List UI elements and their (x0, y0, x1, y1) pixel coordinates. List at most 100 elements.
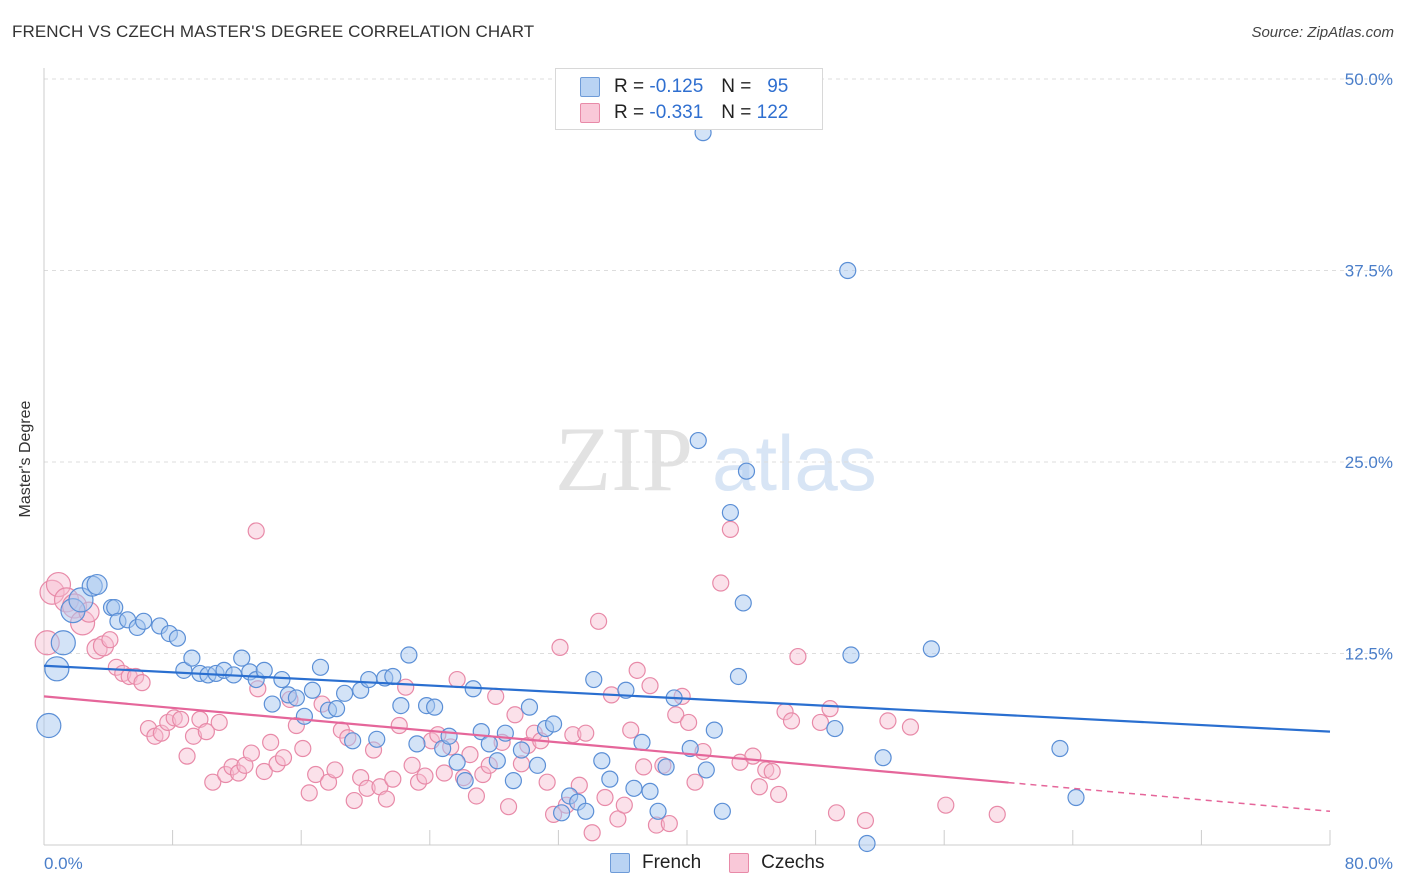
czechs-point (782, 712, 801, 730)
czechs-point (223, 758, 241, 776)
french-point (922, 640, 940, 658)
french-point (295, 707, 314, 725)
french-point (384, 667, 402, 686)
french-point (874, 749, 892, 767)
czechs-point (988, 805, 1006, 823)
legend: R = -0.125 N = 95 R = -0.331 N = 122 (555, 68, 823, 130)
french-point (392, 696, 410, 715)
french-point (273, 670, 291, 689)
czechs-point (274, 749, 293, 767)
czechs-point (474, 765, 492, 784)
czechs-point (583, 824, 601, 842)
chart-source: Source: ZipAtlas.com (1251, 24, 1394, 41)
bottom-legend-swatch-czechs (729, 853, 750, 873)
bottom-legend-czechs: Czechs (729, 852, 825, 874)
y-tick-label-1: 25.0% (1345, 453, 1393, 472)
legend-row-czechs: R = -0.331 N = 122 (580, 101, 788, 125)
czechs-point (390, 716, 408, 735)
french-point (368, 730, 386, 748)
legend-r-label: R = (614, 102, 645, 123)
french-point (36, 712, 62, 739)
czechs-trend-line-extrapolated (1008, 781, 1331, 813)
czechs-point (352, 768, 370, 787)
czechs-point (622, 721, 640, 739)
czechs-point (165, 709, 183, 727)
legend-row-french: R = -0.125 N = 95 (580, 75, 788, 99)
czechs-point (538, 773, 556, 791)
watermark: ZIP atlas (555, 408, 877, 510)
czechs-point (416, 767, 434, 785)
french-point (255, 661, 273, 679)
czechs-point (300, 784, 318, 802)
french-point (721, 503, 740, 522)
czechs-point (467, 787, 486, 805)
french-point (649, 802, 667, 820)
y-axis-label: Master's Degree (17, 400, 34, 518)
legend-r-label: R = (614, 76, 645, 97)
czechs-point (628, 661, 646, 679)
french-point (175, 661, 193, 679)
legend-swatch-french (580, 77, 600, 97)
x-tick-label-1: 80.0% (1345, 854, 1393, 873)
czechs-point (461, 746, 479, 764)
french-point (577, 802, 595, 820)
legend-n-value-french: 95 (767, 76, 789, 97)
czechs-point (680, 713, 698, 732)
czechs-point (901, 718, 920, 736)
czechs-point (403, 756, 421, 774)
czechs-point (721, 520, 740, 539)
czechs-point (570, 776, 588, 794)
czechs-point (686, 773, 704, 791)
czechs-point (409, 773, 428, 791)
french-point (408, 735, 426, 753)
czechs-point (384, 770, 402, 788)
czechs-point (487, 687, 505, 705)
legend-r-value-czechs: -0.331 (649, 102, 704, 123)
french-point (50, 630, 76, 656)
czechs-point (615, 796, 633, 814)
french-point (734, 594, 752, 612)
gridlines (44, 78, 1392, 654)
french-trend-line (43, 664, 1331, 733)
french-point (488, 752, 506, 770)
french-point (681, 739, 699, 758)
french-point (858, 834, 876, 853)
czechs-point (856, 811, 875, 830)
czechs-point (641, 677, 659, 695)
czechs-point (827, 804, 846, 822)
french-point (135, 612, 153, 630)
czechs-point (811, 713, 830, 732)
czechs-point (377, 790, 395, 808)
french-point (426, 698, 444, 716)
y-axis-label-wrap: Master's Degree (8, 380, 48, 540)
czechs-point (107, 658, 125, 676)
french-point (44, 656, 70, 682)
czechs-point (789, 647, 807, 666)
czechs-point (268, 755, 286, 773)
czechs-point (596, 788, 614, 807)
y-tick-labels: 12.5% 25.0% 37.5% 50.0% (1345, 70, 1393, 664)
french-point (842, 646, 860, 664)
watermark-atlas: atlas (712, 419, 877, 507)
czechs-point (255, 762, 273, 781)
czechs-point (577, 724, 595, 742)
czechs-point (178, 747, 196, 765)
czechs-point (262, 733, 280, 751)
czechs-points (34, 520, 1006, 842)
french-point (553, 804, 571, 822)
czechs-point (172, 710, 190, 728)
french-point (287, 689, 305, 707)
czechs-point (397, 678, 415, 696)
czechs-point (204, 773, 222, 791)
french-point (713, 802, 731, 820)
y-tick-label-2: 37.5% (1345, 262, 1393, 281)
french-point (327, 700, 346, 718)
french-point (303, 681, 322, 699)
french-point (705, 721, 723, 739)
czechs-point (763, 762, 781, 781)
czechs-point (551, 638, 569, 656)
french-point (737, 462, 756, 480)
czechs-point (326, 761, 344, 779)
czechs-point (499, 798, 518, 816)
french-point (86, 573, 108, 596)
